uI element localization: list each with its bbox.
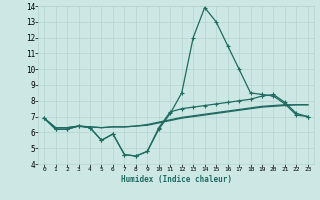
X-axis label: Humidex (Indice chaleur): Humidex (Indice chaleur) <box>121 175 231 184</box>
